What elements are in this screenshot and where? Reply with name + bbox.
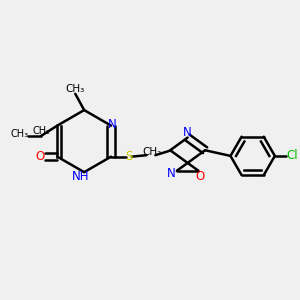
- Text: CH₂: CH₂: [142, 147, 161, 157]
- Text: O: O: [195, 170, 205, 183]
- Text: S: S: [125, 150, 133, 163]
- Text: CH₃: CH₃: [11, 130, 28, 140]
- Text: Cl: Cl: [287, 149, 298, 162]
- Text: CH₂: CH₂: [32, 126, 50, 136]
- Text: N: N: [108, 118, 117, 130]
- Text: O: O: [35, 150, 44, 163]
- Text: CH₃: CH₃: [66, 83, 85, 94]
- Text: NH: NH: [72, 170, 89, 183]
- Text: N: N: [183, 126, 192, 139]
- Text: N: N: [167, 167, 176, 180]
